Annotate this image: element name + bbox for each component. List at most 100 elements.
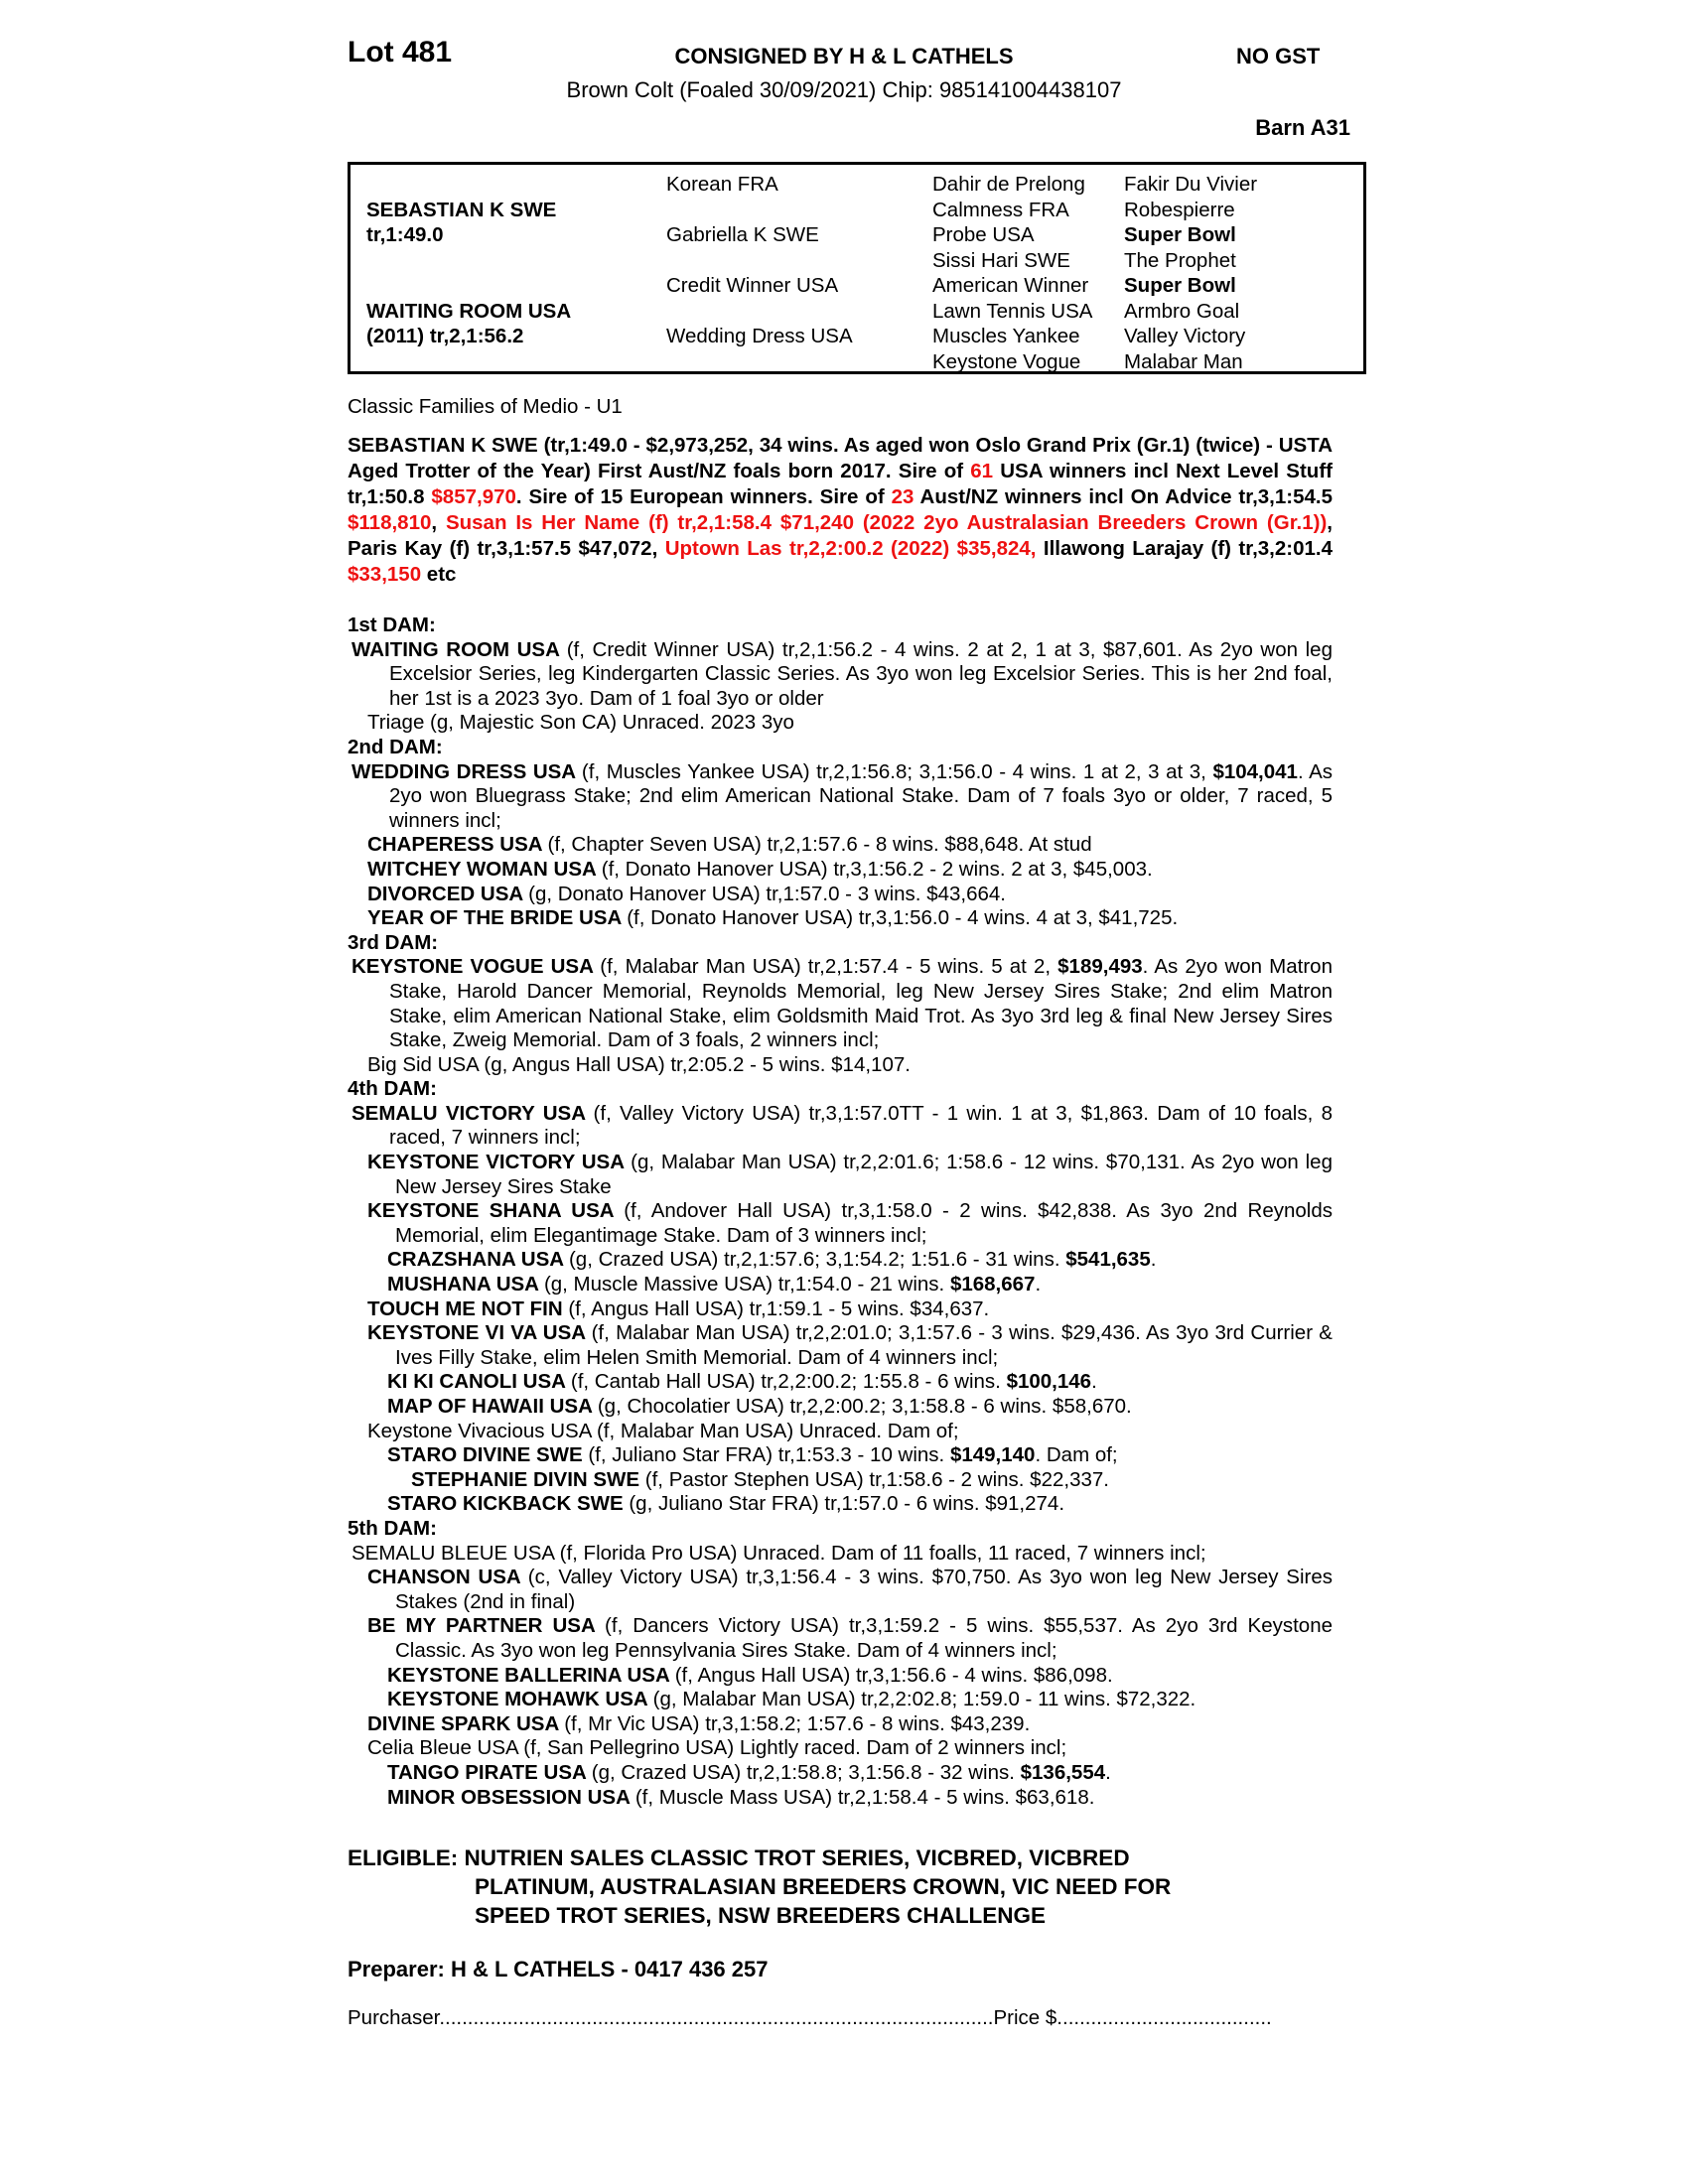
text-segment: $149,140 — [949, 1443, 1036, 1467]
text-segment: MAP OF HAWAII USA — [387, 1395, 598, 1418]
pedigree-cell: Gabriella K SWE — [666, 223, 819, 246]
text-segment: WITCHEY WOMAN USA — [367, 857, 602, 881]
main-column: SEBASTIAN K SWE tr,1:49.0 WAITING ROOM USA… — [348, 162, 1370, 2030]
text-segment: (g, Chocolatier USA) tr,2,2:00.2; 3,1:58… — [597, 1395, 1132, 1418]
text-segment: . — [1105, 1760, 1111, 1784]
pedigree-entry: KEYSTONE VI VA USA (f, Malabar Man USA) … — [348, 1321, 1333, 1370]
text-segment: $541,635 — [1065, 1248, 1151, 1272]
text-segment: YEAR OF THE BRIDE USA — [367, 906, 628, 930]
family-line: Classic Families of Medio - U1 — [348, 395, 623, 418]
text-segment: (f, Angus Hall USA) tr,3,1:56.6 - 4 wins… — [674, 1663, 1113, 1687]
pedigree-entry: DIVORCED USA (g, Donato Hanover USA) tr,… — [348, 883, 1333, 907]
text-segment: Triage (g, Majestic Son CA) Unraced. 202… — [367, 711, 794, 735]
text-segment: SEBASTIAN K SWE (tr,1:49.0 - $2,973,252,… — [348, 434, 1333, 482]
pedigree-col-greatgrandparents: Dahir de Prelong Calmness FRA Probe USA Sis… — [932, 172, 1092, 374]
pedigree-entry: WAITING ROOM USA (f, Credit Winner USA) … — [348, 638, 1333, 712]
text-segment: SEMALU BLEUE USA (f, Florida Pro USA) Un… — [352, 1541, 1206, 1565]
pedigree-entry: WEDDING DRESS USA (f, Muscles Yankee USA… — [348, 760, 1333, 834]
text-segment: STARO DIVINE SWE — [387, 1443, 589, 1467]
text-segment: . — [1035, 1273, 1042, 1297]
text-segment: MINOR OBSESSION USA — [387, 1785, 635, 1809]
dam-section-header: 5th DAM: — [348, 1516, 437, 1540]
pedigree-entry: CHAPERESS USA (f, Chapter Seven USA) tr,… — [348, 833, 1333, 858]
text-segment: etc — [421, 563, 457, 586]
gst-status: NO GST — [1236, 44, 1321, 68]
pedigree-entry: KI KI CANOLI USA (f, Cantab Hall USA) tr… — [348, 1370, 1333, 1395]
pedigree-cell: Sissi Hari SWE — [932, 248, 1070, 272]
pedigree-cell — [366, 172, 571, 198]
text-segment: WEDDING DRESS USA — [352, 759, 582, 783]
text-segment: $104,041 — [1212, 759, 1298, 783]
pedigree-cell: (2011) tr,2,1:56.2 — [366, 325, 524, 347]
text-segment: TOUCH ME NOT FIN — [367, 1297, 569, 1320]
pedigree-entry: KEYSTONE BALLERINA USA (f, Angus Hall US… — [348, 1664, 1333, 1689]
text-segment: (f, Pastor Stephen USA) tr,1:58.6 - 2 wi… — [644, 1467, 1109, 1491]
text-segment: (g, Malabar Man USA) tr,2,2:01.6; 1:58.6… — [395, 1151, 1333, 1198]
pedigree-entry: YEAR OF THE BRIDE USA (f, Donato Hanover… — [348, 906, 1333, 931]
pedigree-cell: Valley Victory — [1124, 325, 1246, 347]
preparer-line: Preparer: H & L CATHELS - 0417 436 257 — [348, 1957, 769, 1982]
text-segment: CHANSON USA — [367, 1566, 528, 1589]
text-segment: $118,810 — [348, 511, 432, 534]
pedigree-cell: Korean FRA — [666, 173, 778, 196]
pedigree-entry: KEYSTONE SHANA USA (f, Andover Hall USA)… — [348, 1199, 1333, 1248]
purchaser-label: Purchaser — [348, 2006, 440, 2030]
text-segment: Uptown Las tr,2,2:00.2 (2022) $35,824, — [664, 537, 1037, 560]
pedigree-entry: CRAZSHANA USA (g, Crazed USA) tr,2,1:57.… — [348, 1248, 1333, 1273]
text-segment: (f, Muscle Mass USA) tr,2,1:58.4 - 5 win… — [634, 1785, 1095, 1809]
text-segment: . As 2yo won Bluegrass Stake; 2nd elim A… — [389, 759, 1334, 832]
purchaser-price-line: Purchaser...............................… — [348, 2006, 1333, 2030]
pedigree-table: SEBASTIAN K SWE tr,1:49.0 WAITING ROOM USA… — [348, 162, 1366, 374]
text-segment: (g, Muscle Massive USA) tr,1:54.0 - 21 w… — [543, 1273, 950, 1297]
pedigree-entry: KEYSTONE MOHAWK USA (g, Malabar Man USA)… — [348, 1688, 1333, 1712]
pedigree-cell: Keystone Vogue — [932, 349, 1081, 373]
text-segment: . — [1091, 1370, 1097, 1394]
text-segment: STEPHANIE DIVIN SWE — [411, 1467, 645, 1491]
text-segment: (f, Chapter Seven USA) tr,2,1:57.6 - 8 w… — [547, 833, 1092, 857]
text-segment: . Dam of; — [1035, 1443, 1118, 1467]
text-segment: $189,493 — [1057, 955, 1143, 979]
pedigree-cell — [366, 349, 571, 375]
pedigree-entry: Keystone Vivacious USA (f, Malabar Man U… — [348, 1420, 1333, 1444]
pedigree-entry: MUSHANA USA (g, Muscle Massive USA) tr,1… — [348, 1273, 1333, 1297]
consignor-title: CONSIGNED BY H & L CATHELS — [674, 44, 1014, 68]
dam-sections: 1st DAM: WAITING ROOM USA (f, Credit Winn… — [348, 614, 1333, 1810]
text-segment: (f, Credit Winner USA) tr,2,1:56.2 - 4 w… — [389, 637, 1333, 710]
text-segment: WAITING ROOM USA — [352, 637, 567, 661]
price-label: Price $ — [993, 2006, 1057, 2030]
horse-description: Brown Colt (Foaled 30/09/2021) Chip: 985… — [566, 77, 1122, 102]
pedigree-entry: KEYSTONE VOGUE USA (f, Malabar Man USA) … — [348, 955, 1333, 1052]
pedigree-entry: STARO DIVINE SWE (f, Juliano Star FRA) t… — [348, 1443, 1333, 1468]
pedigree-entry: Triage (g, Majestic Son CA) Unraced. 202… — [348, 711, 1333, 736]
sire-summary-paragraph: SEBASTIAN K SWE (tr,1:49.0 - $2,973,252,… — [348, 433, 1333, 588]
text-segment: DIVORCED USA — [367, 882, 529, 905]
text-segment: Aust/NZ winners incl On Advice tr,3,1:54… — [914, 485, 1333, 508]
text-segment: , Paris Kay (f) tr,3,1:57.5 $47,072, — [348, 511, 1333, 560]
eligibility-line: PLATINUM, AUSTRALASIAN BREEDERS CROWN, V… — [475, 1874, 1172, 1900]
pedigree-cell: tr,1:49.0 — [366, 223, 444, 246]
text-segment: CHAPERESS USA — [367, 833, 548, 857]
text-segment: (f, Andover Hall USA) tr,3,1:58.0 - 2 wi… — [395, 1199, 1333, 1247]
pedigree-entry: CHANSON USA (c, Valley Victory USA) tr,3… — [348, 1566, 1333, 1614]
price-fill-in-line: ...................................... — [1056, 2006, 1272, 2030]
barn-number: Barn A31 — [1255, 115, 1350, 140]
pedigree-cell: Robespierre — [1124, 198, 1235, 221]
lot-number: Lot 481 — [348, 36, 453, 68]
text-segment: BE MY PARTNER USA — [367, 1614, 606, 1638]
pedigree-col-parents: SEBASTIAN K SWE tr,1:49.0 WAITING ROOM USA… — [366, 172, 571, 374]
pedigree-entry: Big Sid USA (g, Angus Hall USA) tr,2:05.… — [348, 1053, 1333, 1078]
pedigree-cell: SEBASTIAN K SWE — [366, 198, 557, 221]
text-segment: (f, Dancers Victory USA) tr,3,1:59.2 - 5… — [395, 1614, 1333, 1662]
text-segment: . — [1150, 1248, 1157, 1272]
text-segment: KEYSTONE VOGUE USA — [352, 955, 601, 979]
pedigree-entry: KEYSTONE VICTORY USA (g, Malabar Man USA… — [348, 1151, 1333, 1199]
pedigree-entry: TOUCH ME NOT FIN (f, Angus Hall USA) tr,… — [348, 1297, 1333, 1322]
text-segment: Keystone Vivacious USA (f, Malabar Man U… — [367, 1419, 959, 1442]
pedigree-entry: SEMALU BLEUE USA (f, Florida Pro USA) Un… — [348, 1542, 1333, 1567]
pedigree-cell: Credit Winner USA — [666, 274, 839, 297]
pedigree-cell — [366, 248, 571, 274]
text-segment: (g, Crazed USA) tr,2,1:58.8; 3,1:56.8 - … — [591, 1760, 1021, 1784]
text-segment: KI KI CANOLI USA — [387, 1370, 571, 1394]
dam-section-header: 2nd DAM: — [348, 735, 443, 758]
